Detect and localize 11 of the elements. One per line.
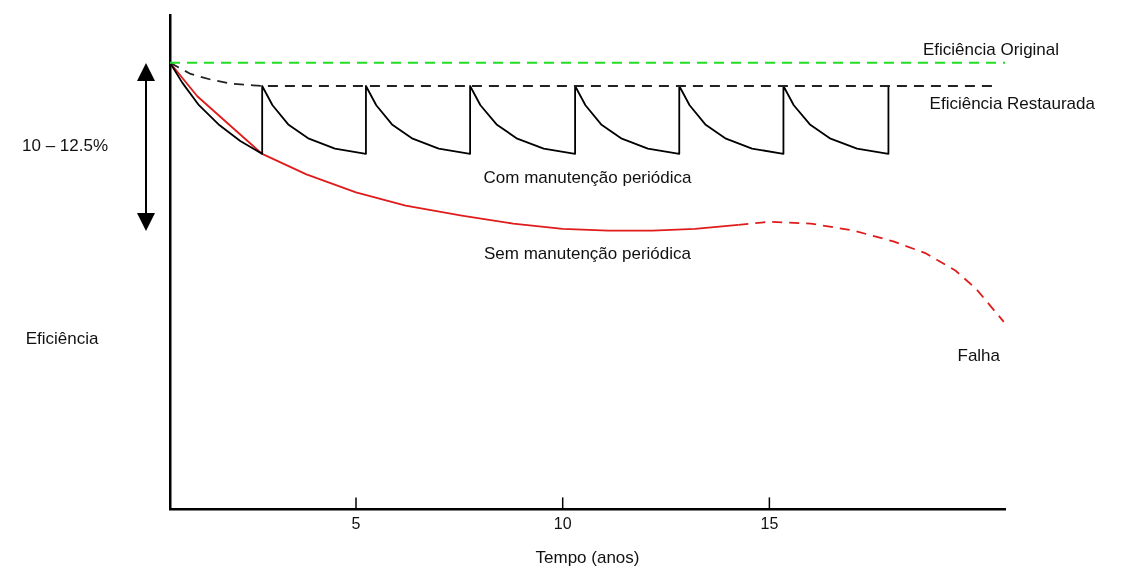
ref-line-label: Eficiência Original xyxy=(923,40,1060,60)
text: 10 – 12.5% xyxy=(21,136,109,156)
x-axis-title: Tempo (anos) xyxy=(535,548,640,568)
y-axis-title: Eficiência xyxy=(25,328,99,348)
annotation: Falha xyxy=(957,345,1001,365)
x-tick-label: 10 xyxy=(553,515,572,533)
x-tick-label: 15 xyxy=(760,515,779,533)
x-tick-label: 5 xyxy=(351,515,361,533)
series-label: Eficiência Restaurada xyxy=(929,93,1096,113)
series-label: Sem manutenção periódica xyxy=(484,244,692,264)
series-label: Com manutenção periódica xyxy=(483,167,692,187)
